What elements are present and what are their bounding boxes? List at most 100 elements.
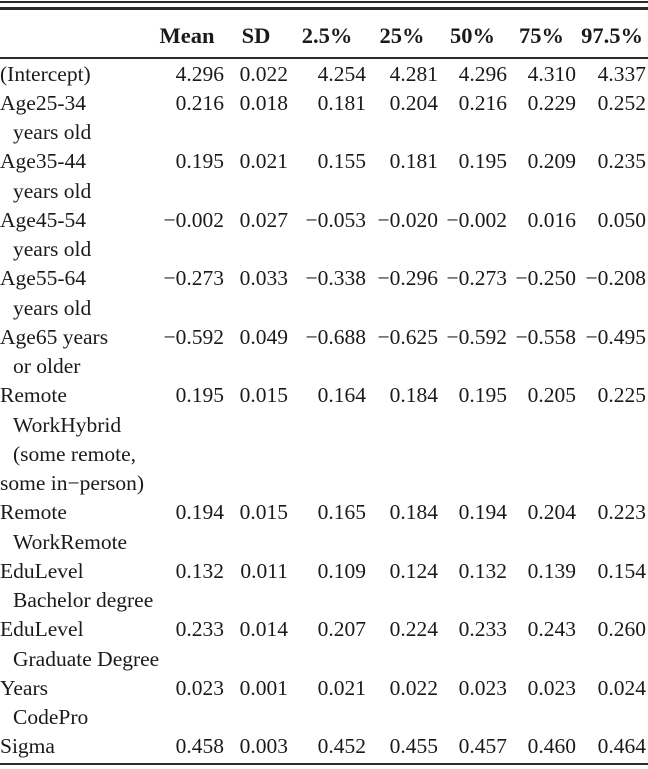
cell-sd [224,528,288,557]
column-header-empty [0,9,150,59]
row-label-continuation: WorkHybrid [13,412,122,437]
cell-p97-5: 0.225 [597,383,646,408]
header-row: Mean SD 2.5% 25% 50% 75% 97.5% [0,9,648,59]
cell-p75 [507,645,576,674]
cell-p25 [366,235,438,264]
row-label-continuation: Graduate Degree [13,646,160,671]
cell-p2-5: 0.155 [317,149,366,174]
cell-mean: 0.216 [175,90,224,115]
cell-p97-5: −0.495 [585,324,646,349]
row-label: Years [0,675,48,700]
cell-p2-5 [288,440,366,469]
cell-p25 [366,469,438,498]
cell-mean: 0.132 [175,558,224,583]
table-row: Age55-64 −0.273 0.033 −0.338 −0.296 −0.273 −0.… [0,264,648,293]
cell-p50 [438,411,507,440]
cell-sd: 0.033 [239,266,288,291]
cell-p50: −0.002 [446,207,507,232]
cell-mean: −0.002 [163,207,224,232]
row-label: Remote [0,383,67,408]
cell-p25: 4.281 [389,61,438,86]
cell-mean [150,118,224,147]
cell-p2-5: 0.181 [317,90,366,115]
cell-p25 [366,352,438,381]
cell-sd [224,703,288,732]
row-label-continuation: WorkRemote [13,529,128,554]
row-label: EduLevel [0,558,84,583]
cell-p97-5: 0.050 [597,207,646,232]
column-header-97-5: 97.5% [576,9,648,59]
cell-p75: 0.209 [527,149,576,174]
cell-sd [224,118,288,147]
cell-p97-5: 0.223 [597,500,646,525]
cell-p2-5 [288,177,366,206]
table-row: Years 0.023 0.001 0.021 0.022 0.023 0.023 0.024 [0,674,648,703]
cell-mean [150,469,224,498]
cell-p50 [438,440,507,469]
cell-p2-5: 4.254 [317,61,366,86]
row-label-continuation: years old [13,120,92,144]
table-row: Age65 years −0.592 0.049 −0.688 −0.625 −0.592… [0,323,648,352]
cell-p2-5: 0.021 [317,675,366,700]
cell-mean [150,411,224,440]
cell-p25: −0.625 [377,324,438,349]
table-row: Remote 0.195 0.015 0.164 0.184 0.195 0.205 0.22… [0,381,648,410]
cell-p50: 0.195 [458,383,507,408]
cell-p75 [507,528,576,557]
cell-p25: 0.022 [389,675,438,700]
cell-p75 [507,440,576,469]
cell-p50: −0.592 [446,324,507,349]
table-row: Age25-34 0.216 0.018 0.181 0.204 0.216 0.229 0.… [0,89,648,118]
table-row-continuation: Bachelor degree [0,586,648,615]
cell-p97-5: 4.337 [597,61,646,86]
cell-p97-5 [576,235,648,264]
cell-p75: 0.243 [527,617,576,642]
cell-sd [224,469,288,498]
cell-p75 [507,703,576,732]
row-label: EduLevel [0,617,84,642]
cell-p75: 0.023 [527,675,576,700]
cell-p25: 0.204 [389,90,438,115]
cell-sd: 0.027 [239,207,288,232]
row-label: (Intercept) [0,61,91,86]
cell-mean: −0.273 [163,266,224,291]
column-header-25: 25% [366,9,438,59]
cell-p2-5 [288,528,366,557]
table-row-continuation: years old [0,177,648,206]
top-rule-outer [0,1,648,3]
cell-p25: 0.181 [389,149,438,174]
cell-sd: 0.014 [239,617,288,642]
cell-mean: 0.194 [175,500,224,525]
cell-sd: 0.022 [239,61,288,86]
cell-p2-5 [288,118,366,147]
column-header-2-5: 2.5% [288,9,366,59]
cell-p75: 0.016 [527,207,576,232]
cell-p25: −0.296 [377,266,438,291]
cell-p25: 0.224 [389,617,438,642]
cell-mean [150,440,224,469]
cell-p50: 0.233 [458,617,507,642]
cell-p75 [507,294,576,323]
cell-p97-5 [576,411,648,440]
cell-p97-5 [576,440,648,469]
cell-p50 [438,352,507,381]
cell-sd [224,411,288,440]
cell-p50: −0.273 [446,266,507,291]
cell-p50: 0.194 [458,500,507,525]
row-label-continuation: years old [13,295,92,320]
cell-p25: 0.184 [389,500,438,525]
row-label-continuation: years old [13,178,92,203]
cell-p50: 0.023 [458,675,507,700]
table-row-continuation: years old [0,294,648,323]
cell-p97-5: 0.464 [597,734,646,759]
cell-p50: 0.132 [458,558,507,583]
row-label: Age45-54 [0,207,86,232]
cell-p75 [507,469,576,498]
cell-p97-5 [576,118,648,147]
cell-p2-5 [288,411,366,440]
cell-p97-5 [576,469,648,498]
cell-p25: 0.184 [389,383,438,408]
row-label-continuation: CodePro [13,705,89,729]
cell-p75 [507,177,576,206]
cell-p25 [366,411,438,440]
